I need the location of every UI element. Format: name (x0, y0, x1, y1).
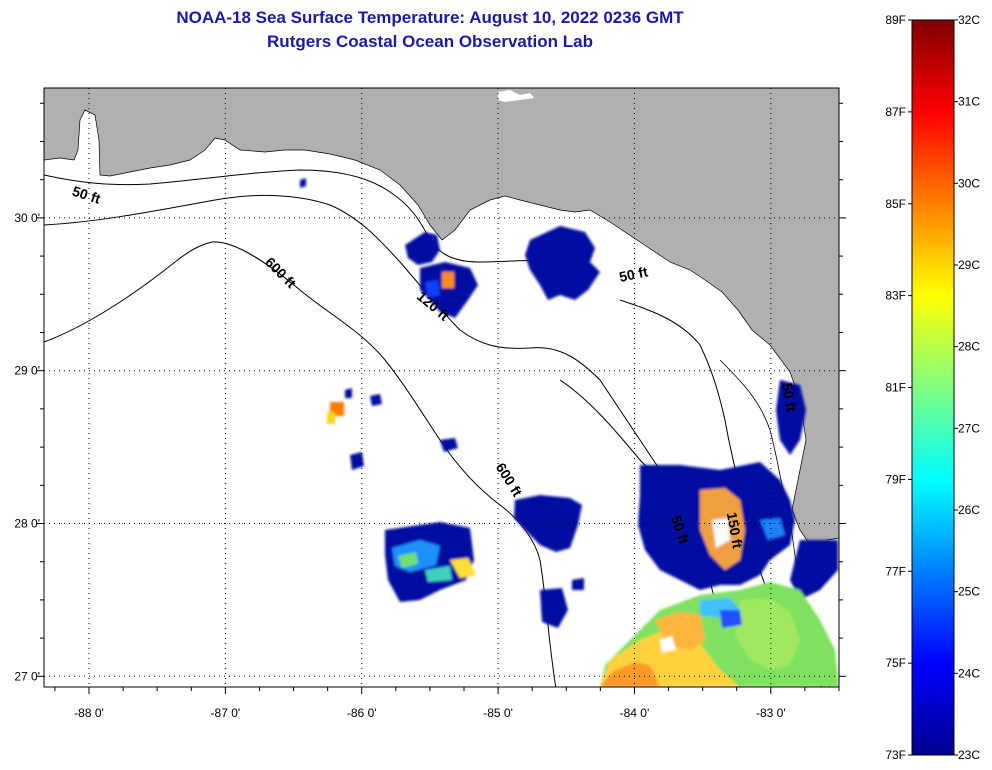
colorbar-f-label: 75F (885, 656, 906, 670)
lat-tick-label: 29 0' (14, 364, 40, 378)
colorbar-f-label: 81F (885, 381, 906, 395)
colorbar-f-label: 87F (885, 105, 906, 119)
lon-tick-label: -84 0' (620, 706, 650, 720)
colorbar-c-label: 30C (958, 176, 980, 190)
sst-data-layer (300, 178, 839, 687)
land-lake (498, 90, 534, 102)
colorbar-c-label: 27C (958, 421, 980, 435)
colorbar-c-label: 23C (958, 748, 980, 762)
colorbar-c-label: 32C (958, 13, 980, 27)
colorbar-c-label: 31C (958, 95, 980, 109)
colorbar-c-label: 24C (958, 666, 980, 680)
colorbar-f-label: 79F (885, 472, 906, 486)
axis-ticks: -88 0' -87 0' -86 0' -85 0' -84 0' -83 0' 30 0… (14, 102, 846, 720)
lat-tick-label: 27 0' (14, 669, 40, 683)
colorbar (911, 19, 955, 756)
lat-tick-label: 28 0' (14, 516, 40, 530)
map-frame (43, 87, 840, 688)
colorbar-c-label: 28C (958, 340, 980, 354)
lon-tick-label: -88 0' (74, 706, 104, 720)
colorbar-f-label: 85F (885, 197, 906, 211)
contour-label: 50 ft (618, 263, 650, 285)
contour-50ft-west (44, 169, 566, 263)
colorbar-c-label: 25C (958, 585, 980, 599)
contour-label: 50 ft (779, 382, 800, 413)
lon-tick-label: -85 0' (483, 706, 513, 720)
colorbar-f-label: 73F (885, 748, 906, 762)
colorbar-labels: 89F 87F 85F 83F 81F 79F 77F 75F 73F 32C 31C 30C 29C 2… (885, 13, 980, 762)
lon-tick-label: -83 0' (756, 706, 786, 720)
colorbar-f-label: 83F (885, 289, 906, 303)
contour-label: 150 ft (724, 511, 746, 550)
colorbar-c-label: 26C (958, 503, 980, 517)
map-title: NOAA-18 Sea Surface Temperature: August … (176, 8, 684, 27)
colorbar-f-label: 77F (885, 564, 906, 578)
colorbar-f-label: 89F (885, 13, 906, 27)
map-subtitle: Rutgers Coastal Ocean Observation Lab (267, 32, 593, 51)
lon-tick-label: -86 0' (347, 706, 377, 720)
colorbar-c-label: 29C (958, 258, 980, 272)
lat-tick-label: 30 0' (14, 211, 40, 225)
contour-120ft (44, 194, 701, 541)
lon-tick-label: -87 0' (211, 706, 241, 720)
